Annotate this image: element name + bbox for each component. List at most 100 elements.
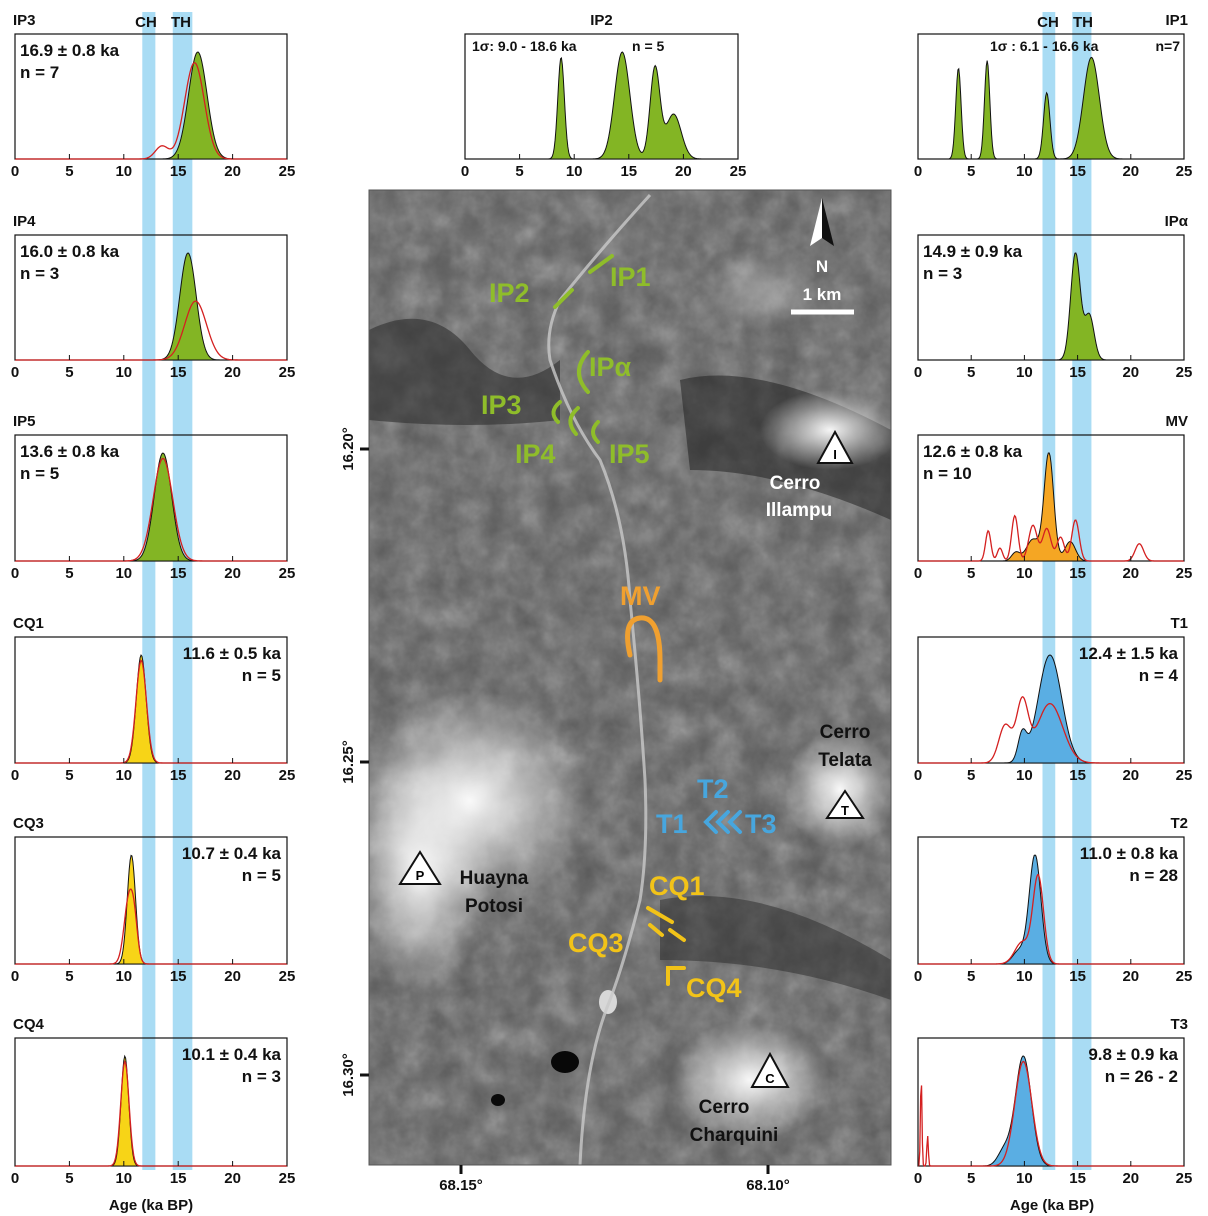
peak-name-line2: Charquini bbox=[690, 1125, 779, 1146]
panel-mv: 0 5 10 15 20 25 MV 12.6 ± 0.8 ka n = 10 bbox=[914, 413, 1193, 582]
panel-cq3: 0 5 10 15 20 25 CQ3 10.7 ± 0.4 ka n = 5 bbox=[11, 815, 296, 985]
x-tick-label: 15 bbox=[620, 163, 637, 180]
panel-summary: 16.9 ± 0.8 ka bbox=[20, 41, 120, 60]
panel-title: IP2 bbox=[590, 12, 613, 29]
x-tick-label: 5 bbox=[65, 364, 73, 381]
moraine-t1 bbox=[703, 810, 718, 834]
panel-count: n = 7 bbox=[20, 63, 59, 82]
x-tick-label: 10 bbox=[115, 767, 132, 784]
peak-symbol: T bbox=[841, 803, 849, 818]
x-tick-label: 10 bbox=[115, 1170, 132, 1187]
panel-ip5: 0 5 10 15 20 25 IP5 13.6 ± 0.8 ka n = 5 bbox=[11, 413, 296, 582]
peak-name-line1: Cerro bbox=[820, 722, 871, 743]
x-tick-label: 5 bbox=[65, 767, 73, 784]
x-tick-label: 20 bbox=[1122, 1170, 1139, 1187]
panel-summary: 13.6 ± 0.8 ka bbox=[20, 442, 120, 461]
panel-ip1: 0 5 10 15 20 25 IP1 1σ : 6.1 - 16.6 ka n=7 bbox=[914, 12, 1193, 180]
moraine-ip3 bbox=[551, 400, 562, 424]
x-tick-label: 10 bbox=[1016, 565, 1033, 582]
x-tick-label: 5 bbox=[65, 1170, 73, 1187]
panel-summary: 1σ: 9.0 - 18.6 ka bbox=[472, 38, 577, 54]
panel-title: CQ3 bbox=[13, 815, 44, 832]
moraine-ip2 bbox=[553, 288, 574, 309]
panel-count: n = 3 bbox=[242, 1067, 281, 1086]
x-tick-label: 10 bbox=[566, 163, 583, 180]
lake bbox=[551, 1051, 579, 1073]
x-tick-label: 5 bbox=[515, 163, 523, 180]
moraine-label-t1: T1 bbox=[656, 809, 688, 839]
panel-summary: 11.0 ± 0.8 ka bbox=[1080, 844, 1179, 863]
x-tick-label: 20 bbox=[224, 968, 241, 985]
x-tick-label: 10 bbox=[115, 565, 132, 582]
moraine-ipa bbox=[577, 350, 590, 394]
peak-marker-charquini: C bbox=[750, 1051, 790, 1088]
x-tick-label: 5 bbox=[967, 565, 975, 582]
panel-summary: 12.6 ± 0.8 ka bbox=[923, 442, 1023, 461]
x-tick-label: 15 bbox=[1069, 1170, 1086, 1187]
x-tick-label: 5 bbox=[967, 364, 975, 381]
moraine-ip1 bbox=[588, 254, 614, 274]
map-frame bbox=[368, 189, 892, 1166]
x-tick-label: 25 bbox=[279, 364, 296, 381]
panel-summary: 1σ : 6.1 - 16.6 ka bbox=[990, 38, 1099, 54]
panel-t2: 0 5 10 15 20 25 T2 11.0 ± 0.8 ka n = 28 bbox=[914, 815, 1193, 985]
peak-name-line2: Potosi bbox=[465, 896, 523, 917]
snowfield-telata bbox=[785, 730, 891, 850]
probability-curve-red bbox=[918, 695, 1184, 764]
x-tick-label: 0 bbox=[11, 1170, 19, 1187]
x-tick-label: 15 bbox=[1069, 163, 1086, 180]
panel-count: n = 5 bbox=[242, 866, 281, 885]
scale-label: 1 km bbox=[803, 285, 842, 304]
x-tick-label: 5 bbox=[967, 767, 975, 784]
snowfield-north bbox=[700, 250, 820, 330]
x-tick-label: 25 bbox=[279, 968, 296, 985]
x-tick-label: 20 bbox=[224, 364, 241, 381]
x-tick-label: 25 bbox=[279, 1170, 296, 1187]
x-tick-label: 0 bbox=[11, 364, 19, 381]
map-ridge-shadow bbox=[369, 318, 560, 425]
peak-symbol: I bbox=[833, 447, 837, 462]
probability-curve-red bbox=[15, 659, 287, 764]
lon-label-6810: 68.10° bbox=[746, 1177, 790, 1194]
peak-marker-illampu: I bbox=[816, 429, 854, 464]
panel-count: n=7 bbox=[1155, 38, 1180, 54]
x-tick-label: 15 bbox=[1069, 968, 1086, 985]
panel-summary: 9.8 ± 0.9 ka bbox=[1088, 1045, 1178, 1064]
panel-count: n = 5 bbox=[20, 464, 59, 483]
th-label-left: TH bbox=[171, 14, 191, 31]
peak-name-line1: Cerro bbox=[770, 473, 821, 494]
x-tick-label: 0 bbox=[11, 968, 19, 985]
peak-name-line2: Telata bbox=[818, 750, 872, 771]
x-tick-label: 15 bbox=[1069, 364, 1086, 381]
x-tick-label: 10 bbox=[1016, 1170, 1033, 1187]
panel-title: IPα bbox=[1165, 213, 1189, 230]
x-tick-label: 0 bbox=[11, 565, 19, 582]
ch-label-left: CH bbox=[135, 14, 157, 31]
panel-title: CQ1 bbox=[13, 615, 44, 632]
x-tick-label: 10 bbox=[1016, 364, 1033, 381]
x-tick-label: 20 bbox=[1122, 968, 1139, 985]
band-ch-left bbox=[142, 12, 156, 1170]
panel-count: n = 5 bbox=[242, 666, 281, 685]
x-tick-label: 25 bbox=[279, 565, 296, 582]
x-tick-label: 10 bbox=[115, 968, 132, 985]
x-tick-label: 25 bbox=[1176, 565, 1193, 582]
panel-summary: 10.7 ± 0.4 ka bbox=[182, 844, 282, 863]
map-ridge-shadow bbox=[660, 896, 891, 1000]
x-tick-label: 0 bbox=[914, 1170, 922, 1187]
panel-title: T3 bbox=[1170, 1016, 1188, 1033]
moraine-label-ip4: IP4 bbox=[515, 439, 556, 469]
x-tick-label: 0 bbox=[914, 968, 922, 985]
panel-cq4: 0 5 10 15 20 25 CQ4 10.1 ± 0.4 ka n = 3 bbox=[11, 1016, 296, 1187]
ch-label-right: CH bbox=[1037, 14, 1059, 31]
band-ch-right bbox=[1042, 12, 1056, 1170]
chart-panels: 0 5 10 15 20 25 IP3 16.9 ± 0.8 ka n = 7 0 5 10 15 20 2… bbox=[11, 12, 1193, 1187]
x-tick-label: 20 bbox=[675, 163, 692, 180]
moraine-label-ipa: IPα bbox=[589, 352, 632, 382]
panel-cq1: 0 5 10 15 20 25 CQ1 11.6 ± 0.5 ka n = 5 bbox=[11, 615, 296, 784]
x-tick-label: 25 bbox=[1176, 163, 1193, 180]
panel-t3: 0 5 10 15 20 25 T3 9.8 ± 0.9 ka n = 26 - 2 bbox=[914, 1016, 1193, 1187]
panel-count: n = 4 bbox=[1139, 666, 1179, 685]
panel-summary: 14.9 ± 0.9 ka bbox=[923, 242, 1023, 261]
